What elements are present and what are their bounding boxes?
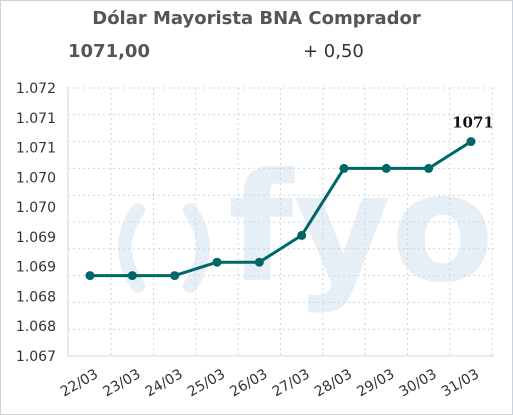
chart-title: Dólar Mayorista BNA Comprador — [92, 8, 421, 29]
y-tick-label: 1.071 — [16, 141, 56, 157]
data-point[interactable] — [170, 271, 180, 281]
y-axis-ticks: 1.067 1.068 1.068 1.069 1.069 1.070 1.070 1.071… — [16, 81, 56, 365]
y-tick-label: 1.068 — [16, 319, 56, 335]
y-tick-label: 1.069 — [16, 260, 56, 276]
x-tick-label: 27/03 — [270, 366, 313, 400]
x-tick-label: 22/03 — [58, 366, 101, 400]
x-tick-label: 24/03 — [143, 366, 186, 400]
data-point[interactable] — [297, 230, 307, 240]
data-point[interactable] — [254, 257, 264, 267]
x-axis-ticks: 22/03 23/03 24/03 25/03 26/03 27/03 28/03 29/03… — [58, 366, 482, 400]
y-tick-label: 1.070 — [16, 200, 56, 216]
data-point[interactable] — [466, 137, 476, 147]
series-line — [90, 140, 472, 278]
last-value-label: 1071 — [452, 114, 494, 132]
x-tick-label: 28/03 — [312, 366, 355, 400]
x-tick-label: 29/03 — [354, 366, 397, 400]
y-tick-label: 1.071 — [16, 111, 56, 127]
watermark-paren-right — [183, 203, 210, 293]
x-tick-label: 23/03 — [100, 366, 143, 400]
data-labels: 1071 — [452, 114, 494, 132]
grid-lines — [67, 86, 494, 357]
y-tick-label: 1.067 — [16, 349, 56, 365]
series — [85, 137, 476, 281]
x-tick-label: 30/03 — [397, 366, 440, 400]
y-tick-label: 1.070 — [16, 170, 56, 186]
price-change: + 0,50 — [303, 41, 364, 62]
data-point[interactable] — [212, 257, 222, 267]
data-point[interactable] — [424, 163, 434, 173]
data-point[interactable] — [85, 271, 95, 281]
x-tick-label: 31/03 — [439, 366, 482, 400]
y-tick-label: 1.069 — [16, 230, 56, 246]
y-tick-label: 1.072 — [16, 81, 56, 97]
y-tick-label: 1.068 — [16, 289, 56, 305]
data-point[interactable] — [339, 163, 349, 173]
data-point[interactable] — [381, 163, 391, 173]
x-tick-label: 26/03 — [227, 366, 270, 400]
x-tick-label: 25/03 — [185, 366, 228, 400]
data-point[interactable] — [127, 271, 137, 281]
current-price: 1071,00 — [68, 41, 150, 62]
